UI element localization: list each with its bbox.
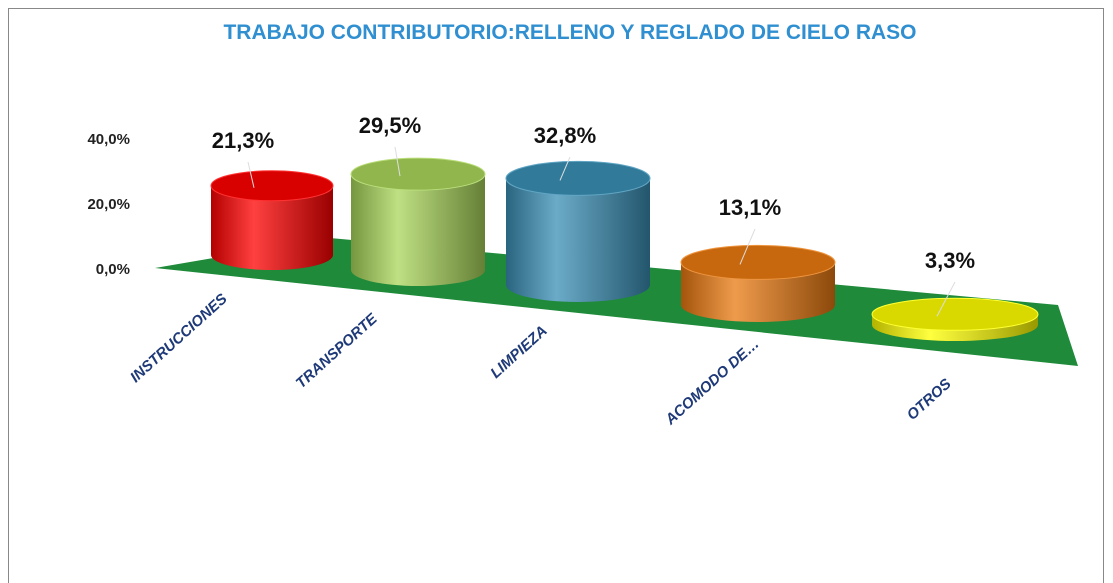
x-tick-label: INSTRUCCIONES xyxy=(127,290,231,386)
bar-top xyxy=(505,160,651,196)
cylinder xyxy=(210,170,334,270)
bar-top xyxy=(871,297,1039,331)
y-tick-label: 20,0% xyxy=(87,196,130,213)
bar xyxy=(506,178,650,302)
bar-top xyxy=(210,170,334,202)
chart-title: TRABAJO CONTRIBUTORIO:RELLENO Y REGLADO … xyxy=(223,21,917,44)
bar xyxy=(872,314,1038,341)
chart-frame xyxy=(8,8,1104,583)
cylinder xyxy=(505,160,651,302)
x-tick-label: LIMPIEZA xyxy=(487,322,550,381)
leader-line xyxy=(936,281,956,317)
bar xyxy=(211,185,333,270)
bar-top xyxy=(680,244,836,280)
value-label: 29,5% xyxy=(359,113,421,138)
value-label: 13,1% xyxy=(719,195,781,220)
bar xyxy=(351,174,485,286)
leader-line xyxy=(247,161,255,188)
cylinder xyxy=(350,157,486,286)
cylinder xyxy=(680,244,836,322)
leader-line xyxy=(394,146,401,177)
x-tick-label: ACOMODO DE… xyxy=(661,335,762,429)
y-tick-label: 40,0% xyxy=(87,131,130,148)
cylinder xyxy=(871,297,1039,341)
x-tick-label: OTROS xyxy=(904,375,955,423)
bar-top xyxy=(350,157,486,191)
x-tick-label: TRANSPORTE xyxy=(293,310,382,392)
leader-line xyxy=(739,228,756,265)
y-tick-label: 0,0% xyxy=(96,261,130,278)
value-label: 32,8% xyxy=(534,123,596,148)
value-label: 3,3% xyxy=(925,248,975,273)
value-label: 21,3% xyxy=(212,128,274,153)
leader-line xyxy=(559,156,571,181)
